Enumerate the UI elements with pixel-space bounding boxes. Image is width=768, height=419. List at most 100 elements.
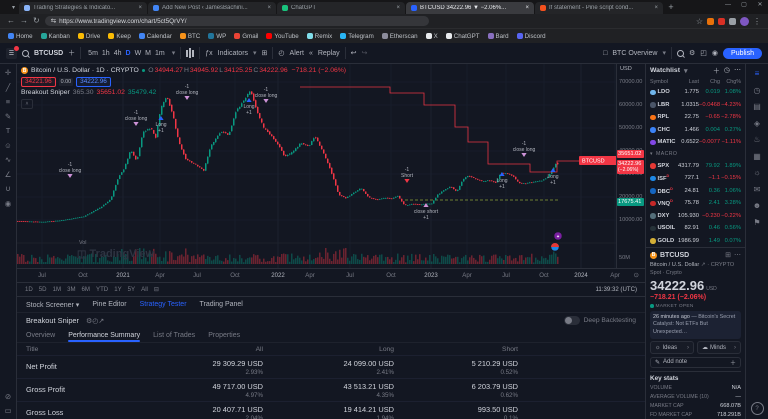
- clock-utc[interactable]: 11:39:32 (UTC): [595, 286, 637, 293]
- hotlists-icon[interactable]: ▤: [753, 102, 761, 111]
- text-tool-icon[interactable]: T: [5, 126, 11, 135]
- watchlist-title[interactable]: Watchlist: [650, 67, 680, 74]
- range-button[interactable]: 6M: [81, 286, 90, 293]
- trade-marker[interactable]: close short+1: [414, 203, 439, 221]
- trade-marker[interactable]: Long+1: [155, 116, 167, 134]
- range-button[interactable]: 5Y: [127, 286, 136, 293]
- range-button[interactable]: 1M: [52, 286, 62, 293]
- range-button[interactable]: YTD: [96, 286, 109, 293]
- fib-retracement-icon[interactable]: ≡: [5, 97, 11, 106]
- forward-button[interactable]: →: [20, 16, 28, 25]
- reload-button[interactable]: ↻: [33, 16, 40, 25]
- watchlist-row[interactable]: ISFD 727.1 −1.1 −0.15%: [646, 172, 745, 185]
- timeframe-button[interactable]: D: [125, 49, 131, 57]
- range-settings-icon[interactable]: ⊟: [153, 286, 160, 293]
- indicators-caret-icon[interactable]: ▾: [253, 50, 257, 57]
- bookmark-item[interactable]: Keep: [108, 33, 131, 40]
- browser-tab[interactable]: If statement - Pine script cond... ×: [535, 2, 664, 14]
- crosshair-icon[interactable]: ✛: [4, 68, 12, 77]
- bookmark-item[interactable]: Calendar: [138, 33, 172, 40]
- ideas-icon[interactable]: ☼: [753, 168, 761, 177]
- brush-icon[interactable]: ✎: [4, 111, 12, 121]
- watchlist-row[interactable]: SPX 4317.79 79.92 1.89%: [646, 160, 745, 173]
- browser-tab[interactable]: Add New Post ‹ JamesBachini... ×: [148, 2, 277, 14]
- watchlist-row[interactable]: GOLD 1986.99 1.49 0.07%: [646, 235, 745, 248]
- volume-legend[interactable]: Vol: [79, 240, 87, 246]
- price-axis-currency[interactable]: USD: [620, 66, 632, 72]
- object-tree-icon[interactable]: ◈: [753, 118, 761, 128]
- site-info-icon[interactable]: ⇆: [50, 18, 57, 25]
- panel-tab-stock-screener[interactable]: Stock Screener ▾: [26, 301, 80, 309]
- subtab-properties[interactable]: Properties: [208, 331, 241, 339]
- extensions-puzzle-icon[interactable]: [729, 17, 736, 25]
- browser-menu-icon[interactable]: ⋮: [753, 16, 761, 26]
- watchlist-row[interactable]: DXY 105.930 −0.230 −0.22%: [646, 210, 745, 223]
- address-bar[interactable]: ⇆ https://www.tradingview.com/chart/5ct5…: [44, 16, 429, 26]
- bookmark-item[interactable]: Home: [8, 33, 33, 40]
- extension-icon[interactable]: [718, 17, 725, 25]
- details-more-icon[interactable]: ⋯: [734, 252, 741, 259]
- timeframe-button[interactable]: W: [134, 49, 142, 57]
- settings-gear-icon[interactable]: ⚙: [689, 50, 696, 57]
- window-close-button[interactable]: ✕: [757, 2, 763, 8]
- panel-tab-pine-editor[interactable]: Pine Editor: [92, 301, 127, 308]
- bookmark-item[interactable]: X: [425, 33, 438, 40]
- ideas-button[interactable]: ☼ Ideas ›: [650, 341, 694, 355]
- chart-type-icon[interactable]: [186, 48, 195, 58]
- watchlist-icon[interactable]: ≡: [754, 69, 760, 78]
- bookmark-star-icon[interactable]: ☆: [695, 16, 703, 26]
- bookmark-item[interactable]: YouTube: [266, 33, 299, 40]
- subtab-list-of-trades[interactable]: List of Trades: [153, 331, 196, 339]
- watchlist-section-macro[interactable]: ▾ MACRO: [646, 149, 745, 160]
- legend-symbol-title[interactable]: Bitcoin / U.S. Dollar · 1D · CRYPTO: [31, 67, 139, 74]
- layout-select[interactable]: BTC Overview: [612, 49, 658, 57]
- help-icon[interactable]: ?: [750, 402, 764, 415]
- replay-button[interactable]: Replay: [317, 49, 340, 57]
- watchlist-row[interactable]: MATIC 0.6522 −0.0077 −1.11%: [646, 136, 745, 149]
- tab-search-icon[interactable]: ▾: [12, 4, 16, 11]
- watchlist-row[interactable]: RPL 22.75 −0.65 −2.78%: [646, 111, 745, 124]
- watchlist-row[interactable]: VNQD 75.78 2.41 3.28%: [646, 197, 745, 210]
- range-button[interactable]: 5D: [38, 286, 47, 293]
- trade-marker[interactable]: Long+1: [547, 168, 559, 186]
- watchlist-more-icon[interactable]: ⋯: [734, 66, 741, 74]
- new-tab-button[interactable]: +: [668, 2, 674, 12]
- watchlist-caret-icon[interactable]: ▾: [683, 67, 688, 75]
- symbol-search[interactable]: BTCUSD: [34, 49, 64, 57]
- timeframe-button[interactable]: 5m: [88, 49, 98, 57]
- pattern-tool-icon[interactable]: ∿: [4, 155, 12, 164]
- range-button[interactable]: 1Y: [114, 286, 122, 293]
- timeframe-button[interactable]: 1m: [155, 49, 165, 57]
- strategy-settings-icon[interactable]: ⚙: [86, 318, 93, 325]
- layout-caret-icon[interactable]: ▾: [662, 50, 667, 57]
- subtab-performance-summary[interactable]: Performance Summary: [68, 328, 140, 342]
- screener-icon[interactable]: ♨: [753, 135, 761, 144]
- chart-area[interactable]: -1 close long -1 close long Long +1 -1 close lo…: [17, 64, 645, 268]
- back-button[interactable]: ←: [7, 16, 15, 25]
- panel-tab-trading-panel[interactable]: Trading Panel: [199, 301, 243, 308]
- emoji-tool-icon[interactable]: ☺: [4, 140, 12, 150]
- price-axis[interactable]: USD 70000.0060000.0050000.0040000.003000…: [616, 64, 645, 268]
- bookmark-item[interactable]: Telegram: [340, 33, 374, 40]
- trade-marker[interactable]: Long+1: [243, 98, 255, 116]
- browser-tab[interactable]: ChatGPT ×: [277, 2, 406, 14]
- window-maximize-button[interactable]: ▢: [741, 2, 747, 8]
- timeframe-button[interactable]: 1h: [101, 49, 110, 57]
- profile-avatar[interactable]: [740, 16, 749, 26]
- undo-icon[interactable]: ↩: [350, 50, 357, 57]
- grid-layout-icon[interactable]: ⊞: [261, 50, 268, 57]
- trend-line-icon[interactable]: ╱: [5, 82, 11, 92]
- window-minimize-button[interactable]: —: [725, 2, 731, 8]
- bookmark-item[interactable]: Drive: [77, 33, 100, 40]
- trade-marker[interactable]: Long+1: [496, 172, 508, 190]
- timeframe-button[interactable]: M: [145, 49, 152, 57]
- timezone-clock-icon[interactable]: ⊙: [633, 272, 639, 279]
- measure-icon[interactable]: ∠: [4, 169, 12, 179]
- tab-close-icon[interactable]: ×: [267, 5, 272, 11]
- watchlist-clock-icon[interactable]: ◷: [723, 66, 730, 74]
- bookmark-item[interactable]: Etherscan: [381, 33, 418, 40]
